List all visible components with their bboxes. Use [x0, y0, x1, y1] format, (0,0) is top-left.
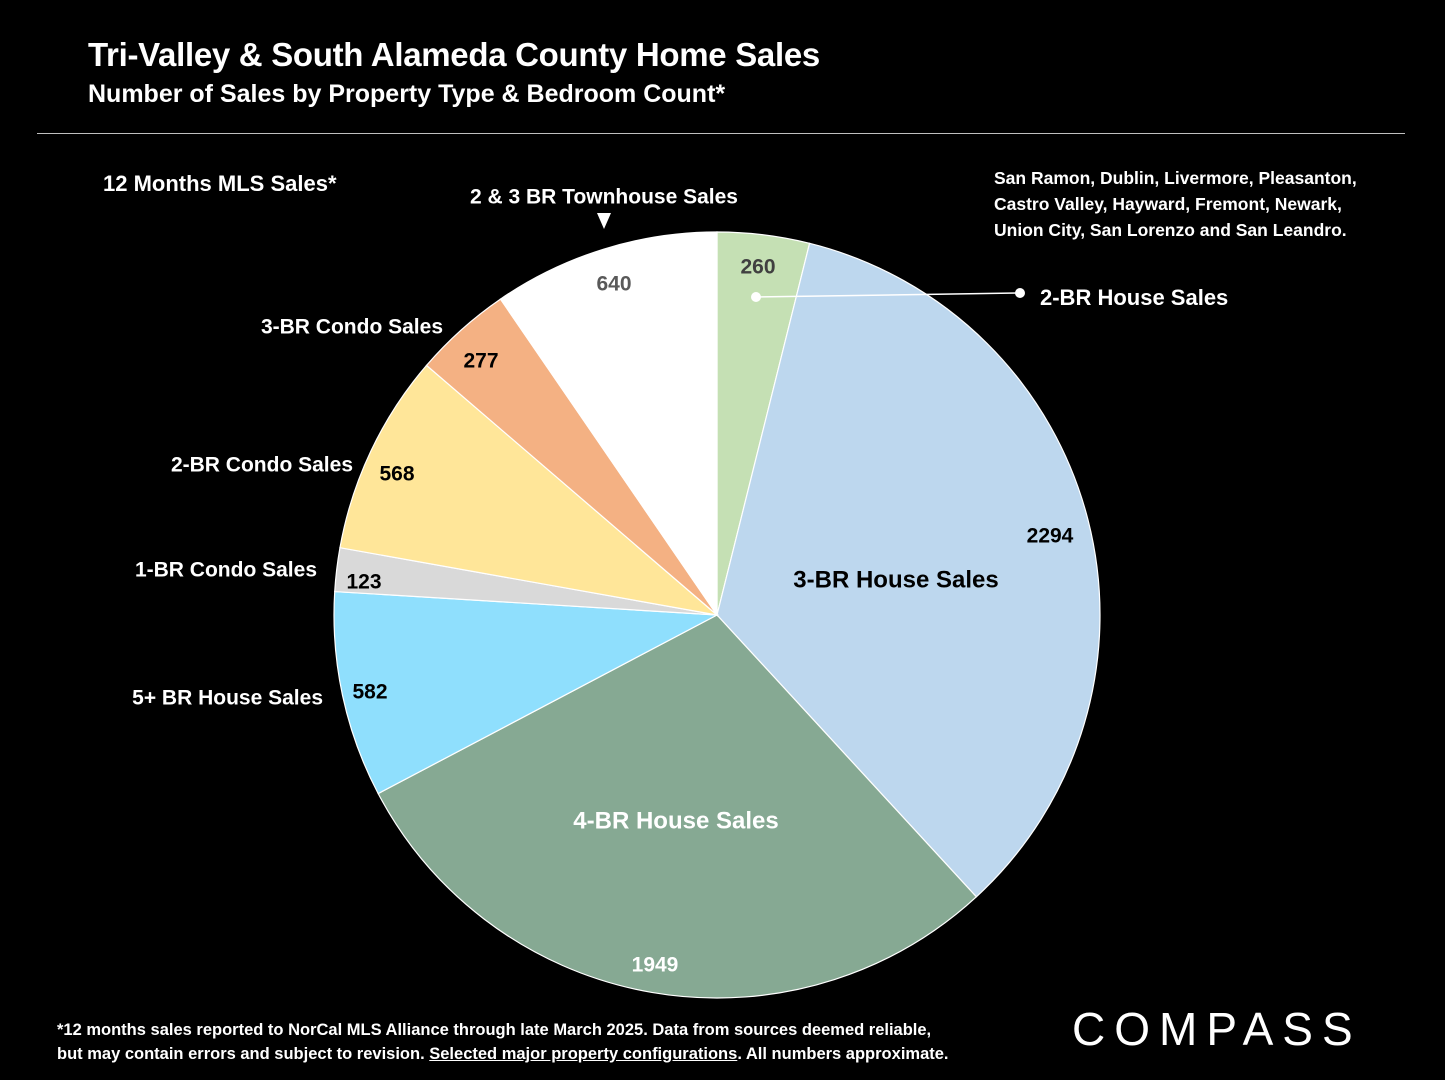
- pie-slice-5plus-br-house-sales: [333, 590, 720, 795]
- category-label: 3-BR House Sales: [793, 566, 998, 593]
- period-label: 12 Months MLS Sales*: [103, 171, 337, 196]
- category-label: 2-BR Condo Sales: [171, 454, 353, 477]
- data-label: 277: [463, 350, 498, 373]
- data-label: 2294: [1027, 525, 1074, 548]
- footnote-text-end: . All numbers approximate.: [737, 1045, 949, 1063]
- areas-note: San Ramon, Dublin, Livermore, Pleasanton…: [994, 165, 1414, 243]
- footnote-link[interactable]: Selected major property configurations: [429, 1045, 738, 1063]
- title-divider: [37, 133, 1405, 134]
- chart-subtitle: Number of Sales by Property Type & Bedro…: [88, 80, 726, 108]
- pie-slice-2-br-condo-sales: [339, 364, 720, 616]
- pie-slice-4-br-house-sales: [377, 614, 978, 999]
- data-label: 260: [740, 256, 775, 279]
- compass-logo: COMPASS: [1072, 1003, 1362, 1055]
- category-label: 4-BR House Sales: [573, 807, 778, 834]
- data-label: 1949: [632, 954, 679, 977]
- pie-slice-2-and-3-br-townhouse-sales: [499, 231, 718, 617]
- areas-line: Union City, San Lorenzo and San Leandro.: [994, 220, 1347, 240]
- category-label: 5+ BR House Sales: [132, 687, 323, 710]
- data-label: 568: [379, 463, 414, 486]
- chart-title: Tri-Valley & South Alameda County Home S…: [88, 36, 820, 73]
- areas-line: Castro Valley, Hayward, Fremont, Newark,: [994, 194, 1342, 214]
- footnote: *12 months sales reported to NorCal MLS …: [57, 1018, 949, 1066]
- footnote-line-2: but may contain errors and subject to re…: [57, 1042, 949, 1066]
- footnote-text: but may contain errors and subject to re…: [57, 1045, 430, 1063]
- leader-dot: [1015, 288, 1025, 298]
- data-label: 640: [596, 273, 631, 296]
- category-label: 2 & 3 BR Townhouse Sales: [470, 186, 738, 209]
- footnote-line-1: *12 months sales reported to NorCal MLS …: [57, 1021, 932, 1039]
- category-label: 3-BR Condo Sales: [261, 316, 443, 339]
- category-label: 2-BR House Sales: [1040, 285, 1228, 310]
- leader-line: [755, 292, 1021, 298]
- data-label: 123: [346, 571, 381, 594]
- pie-slice-3-br-house-sales: [716, 242, 1101, 898]
- leader-dot: [751, 292, 761, 302]
- areas-line: San Ramon, Dublin, Livermore, Pleasanton…: [994, 168, 1357, 188]
- data-label: 582: [352, 681, 387, 704]
- category-label: 1-BR Condo Sales: [135, 559, 317, 582]
- down-arrow-icon: [597, 213, 611, 229]
